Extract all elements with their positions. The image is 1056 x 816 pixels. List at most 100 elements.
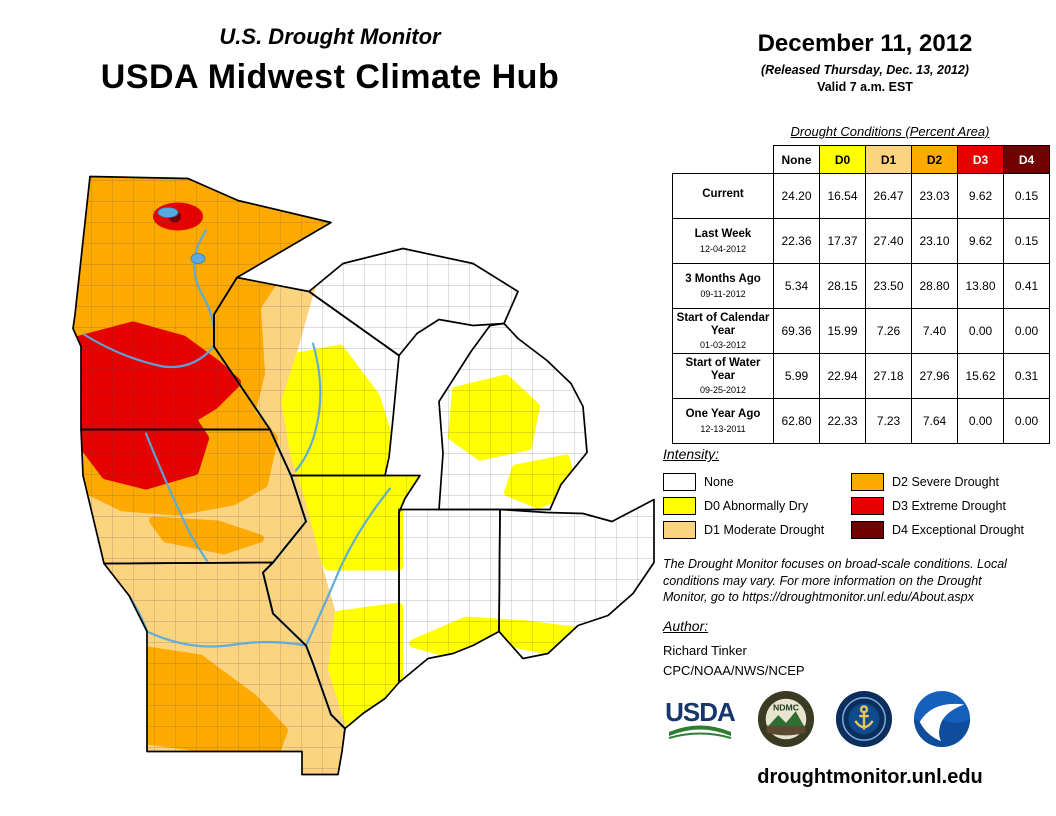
usda-logo-text: USDA [665, 697, 736, 727]
row-label-3-months-ago: 3 Months Ago 09-11-2012 [672, 263, 774, 309]
table-cell: 17.37 [819, 218, 866, 264]
legend-item-d1: D1 Moderate Drought [663, 521, 851, 539]
column-header-d2: D2 [911, 145, 958, 174]
table-title: Drought Conditions (Percent Area) [790, 124, 990, 139]
row-label-one-year-ago: One Year Ago 12-13-2011 [672, 398, 774, 444]
author-title: Author: [663, 618, 709, 634]
author-name: Richard Tinker [663, 643, 747, 658]
table-cell: 23.03 [911, 173, 958, 219]
table-row: One Year Ago 12-13-2011 62.80 22.33 7.23 … [672, 398, 1050, 444]
table-cell: 0.00 [957, 398, 1004, 444]
river-des-moines [144, 432, 210, 564]
row-label-start-calendar-year: Start of Calendar Year 01-03-2012 [672, 308, 774, 354]
state-ohio [498, 498, 655, 660]
table-row: Current 24.20 16.54 26.47 23.03 9.62 0.1… [672, 173, 1050, 219]
noaa-seal-icon [913, 690, 971, 748]
legend-swatch-d2 [851, 473, 884, 491]
county-grid [73, 176, 654, 775]
usda-logo: USDA [663, 699, 737, 739]
svg-text:NDMC: NDMC [773, 702, 800, 712]
table-header-row: None D0 D1 D2 D3 D4 [673, 145, 1050, 174]
legend-swatch-d3 [851, 497, 884, 515]
state-missouri [103, 561, 346, 776]
state-michigan-lower [438, 322, 588, 511]
drought-conditions-table: None D0 D1 D2 D3 D4 Current 24.20 16.54 … [672, 145, 1050, 444]
column-header-d0: D0 [819, 145, 866, 174]
header-spacer [673, 146, 774, 174]
table-cell: 0.00 [1003, 398, 1050, 444]
table-cell: 24.20 [773, 173, 820, 219]
table-cell: 28.80 [911, 263, 958, 309]
legend-item-none: None [663, 473, 851, 491]
table-cell: 27.40 [865, 218, 912, 264]
legend-swatch-d1 [663, 521, 696, 539]
table-cell: 0.00 [957, 308, 1004, 354]
legend-item-d4: D4 Exceptional Drought [851, 521, 1049, 539]
legend-swatch-d0 [663, 497, 696, 515]
table-cell: 28.15 [819, 263, 866, 309]
table-cell: 0.15 [1003, 173, 1050, 219]
table-cell: 27.96 [911, 353, 958, 399]
table-row: Start of Water Year 09-25-2012 5.99 22.94… [672, 353, 1050, 399]
table-row: Last Week 12-04-2012 22.36 17.37 27.40 23… [672, 218, 1050, 264]
table-cell: 5.34 [773, 263, 820, 309]
table-cell: 13.80 [957, 263, 1004, 309]
table-cell: 0.00 [1003, 308, 1050, 354]
table-cell: 27.18 [865, 353, 912, 399]
table-cell: 15.62 [957, 353, 1004, 399]
header-left: U.S. Drought Monitor USDA Midwest Climat… [0, 24, 660, 97]
commerce-logo [835, 690, 893, 748]
table-cell: 0.15 [1003, 218, 1050, 264]
table-cell: 5.99 [773, 353, 820, 399]
table-cell: 7.40 [911, 308, 958, 354]
table-cell: 26.47 [865, 173, 912, 219]
legend-swatch-none [663, 473, 696, 491]
ndmc-logo: NDMC [757, 690, 815, 748]
table-cell: 15.99 [819, 308, 866, 354]
date-block: December 11, 2012 (Released Thursday, De… [690, 30, 1040, 94]
legend-item-d3: D3 Extreme Drought [851, 497, 1049, 515]
page-title: USDA Midwest Climate Hub [100, 58, 560, 96]
river-wisconsin [294, 342, 322, 472]
released-date: (Released Thursday, Dec. 13, 2012) [761, 63, 969, 77]
author-org: CPC/NOAA/NWS/NCEP [663, 662, 805, 678]
table-cell: 22.36 [773, 218, 820, 264]
legend-title: Intensity: [663, 446, 720, 462]
lake-mille-lacs [190, 253, 206, 264]
column-header-none: None [773, 145, 820, 174]
table-cell: 62.80 [773, 398, 820, 444]
legend-swatch-d4 [851, 521, 884, 539]
table-cell: 22.33 [819, 398, 866, 444]
table-cell: 0.41 [1003, 263, 1050, 309]
report-subtitle: U.S. Drought Monitor [219, 24, 441, 49]
legend-item-d0: D0 Abnormally Dry [663, 497, 851, 515]
table-row: 3 Months Ago 09-11-2012 5.34 28.15 23.50 … [672, 263, 1050, 309]
river-illinois [304, 487, 392, 647]
table-cell: 23.10 [911, 218, 958, 264]
noaa-logo [913, 690, 971, 748]
table-cell: 7.23 [865, 398, 912, 444]
legend-item-d2: D2 Severe Drought [851, 473, 1049, 491]
disclaimer-text: The Drought Monitor focuses on broad-sca… [663, 557, 1007, 604]
river-minnesota [82, 333, 216, 369]
column-header-d4: D4 [1003, 145, 1050, 174]
table-cell: 16.54 [819, 173, 866, 219]
table-cell: 22.94 [819, 353, 866, 399]
table-row: Start of Calendar Year 01-03-2012 69.36 1… [672, 308, 1050, 354]
table-cell: 69.36 [773, 308, 820, 354]
column-header-d1: D1 [865, 145, 912, 174]
author-block: Author: Richard Tinker CPC/NOAA/NWS/NCEP [663, 616, 805, 680]
intensity-legend: Intensity: None D0 Abnormally Dry D1 Mod… [663, 446, 1043, 542]
table-cell: 0.31 [1003, 353, 1050, 399]
row-label-last-week: Last Week 12-04-2012 [672, 218, 774, 264]
drought-map [72, 175, 655, 776]
table-cell: 9.62 [957, 218, 1004, 264]
table-cell: 7.64 [911, 398, 958, 444]
row-label-current: Current [672, 173, 774, 219]
table-cell: 7.26 [865, 308, 912, 354]
ndmc-seal-icon: NDMC [757, 690, 815, 748]
logo-row: USDA NDMC [663, 690, 971, 748]
valid-time: Valid 7 a.m. EST [817, 80, 913, 94]
commerce-seal-icon [835, 690, 893, 748]
